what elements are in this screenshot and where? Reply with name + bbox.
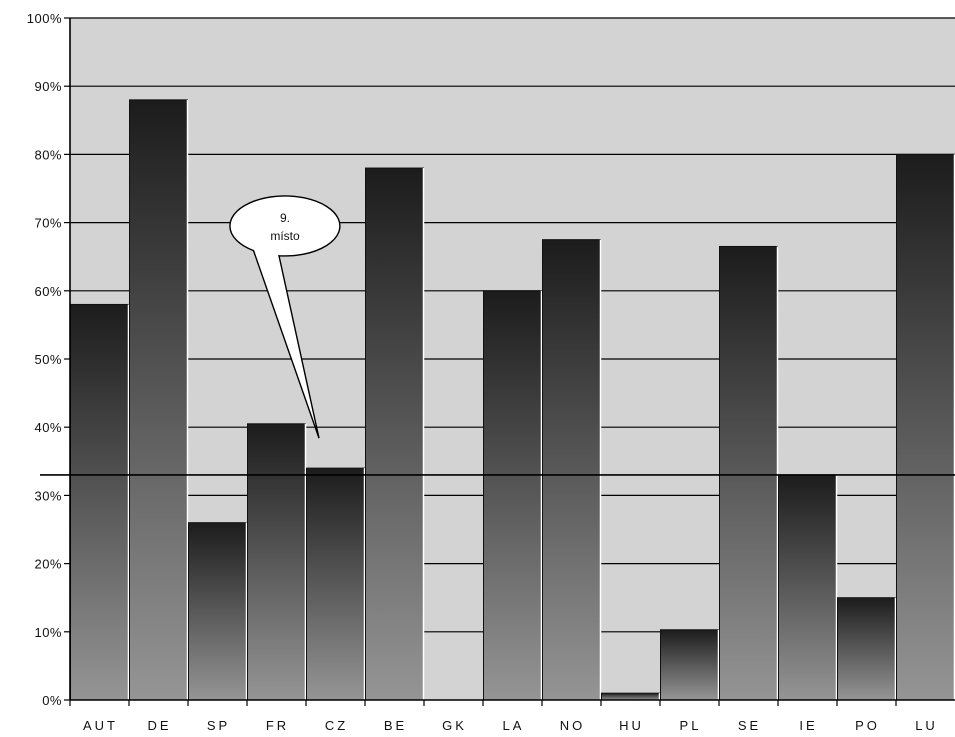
x-tick-label-la: LA (503, 718, 525, 733)
x-tick-label-cz: CZ (325, 718, 348, 733)
axes (69, 18, 955, 701)
callout-line-2: místo (270, 229, 300, 243)
x-tick-label-de: DE (147, 718, 171, 733)
y-tick-label: 70% (34, 216, 62, 231)
x-tick-label-sp: SP (207, 718, 230, 733)
bar-aut (70, 303, 129, 701)
callout-line-1: 9. (280, 211, 290, 225)
bar-lu (896, 153, 955, 701)
bar-po (837, 597, 896, 701)
y-tick-label: 50% (34, 352, 62, 367)
y-axis-ticks: 0% 10% 20% 30% 40% 50% 60% 70% 80% 90% 100% (27, 11, 70, 708)
callout: 9. místo (229, 195, 341, 439)
x-tick-label-hu: HU (619, 718, 644, 733)
x-tick-label-ie: IE (799, 718, 817, 733)
y-tick-label: 60% (34, 284, 62, 299)
bar-la (483, 290, 542, 701)
bar-sp (188, 522, 247, 701)
x-tick-label-se: SE (738, 718, 761, 733)
callout-bubble (229, 195, 341, 439)
y-tick-label: 40% (34, 420, 62, 435)
y-tick-label: 10% (34, 625, 62, 640)
bar-pl (660, 629, 719, 701)
y-tick-label: 30% (34, 488, 62, 503)
bar-no (542, 239, 601, 701)
y-tick-label: 80% (34, 147, 62, 162)
bar-cz (306, 467, 365, 701)
bar-fr (247, 423, 306, 701)
x-tick-label-no: NO (560, 718, 586, 733)
bar-ie (778, 474, 837, 701)
x-axis-ticks: AUT DE SP FR CZ BE GK LA NO HU PL SE IE PO LU (69, 700, 938, 733)
bar-be (365, 167, 424, 701)
bar-de (129, 99, 188, 701)
x-tick-label-po: PO (855, 718, 880, 733)
x-tick-label-be: BE (384, 718, 407, 733)
x-tick-label-fr: FR (266, 718, 289, 733)
bars (70, 99, 955, 701)
y-tick-label: 90% (34, 79, 62, 94)
x-tick-label-gk: GK (442, 718, 467, 733)
x-tick-label-lu: LU (915, 718, 938, 733)
bar-se (719, 245, 778, 701)
y-tick-label: 20% (34, 557, 62, 572)
y-tick-label: 0% (42, 693, 62, 708)
x-tick-label-pl: PL (680, 718, 702, 733)
x-tick-label-aut: AUT (83, 718, 118, 733)
bar-hu (601, 692, 660, 701)
y-tick-label: 100% (27, 11, 62, 26)
